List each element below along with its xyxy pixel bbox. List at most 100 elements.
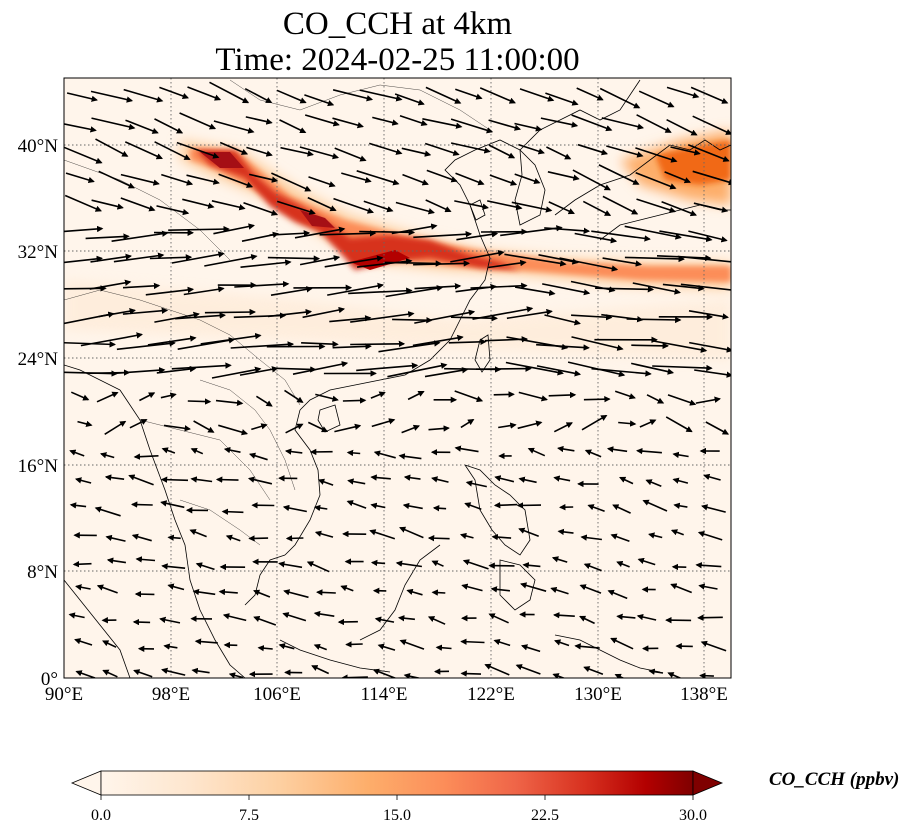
wind-vector [602,257,643,267]
wind-vector [179,112,217,130]
wind-vector [327,282,384,296]
wind-vector [662,283,705,292]
title-line-1: CO_CCH at 4km [282,6,513,42]
wind-vector [270,286,313,296]
wind-vector [518,476,537,484]
wind-vector [283,589,309,599]
wind-vector [186,174,220,185]
wind-vector [123,88,164,103]
wind-vector [401,147,432,157]
wind-vector [75,670,96,678]
wind-vector [90,253,132,263]
wind-vector [414,309,476,324]
wind-vector [460,638,485,645]
lat-tick-label: 16°N [18,456,59,477]
wind-vector [695,396,721,404]
wind-vector [332,343,372,350]
wind-vector [673,502,688,509]
wind-vector [122,282,161,290]
wind-vector [156,205,190,216]
wind-vector [347,478,366,485]
wind-vector [176,141,220,159]
wind-vector [705,421,730,435]
wind-vector [402,502,423,510]
colorbar-tick-label: 22.5 [531,807,559,824]
wind-vector [154,118,184,134]
wind-vector [450,249,505,263]
wind-vector [422,118,463,129]
lat-tick-label: 8°N [27,562,58,583]
wind-vector [204,254,258,267]
wind-vector [546,146,572,160]
wind-vector [635,172,677,190]
wind-vector [342,397,367,404]
wind-vector [559,257,619,272]
wind-vector [239,366,279,376]
wind-vector [139,392,156,402]
wind-vector [435,644,452,651]
lon-tick-label: 122°E [467,684,515,705]
wind-vector [701,504,726,513]
wind-vector [299,146,340,160]
wind-vector [667,672,683,678]
wind-vector [518,391,548,402]
wind-vector [204,308,256,316]
wind-vector [426,169,458,183]
wind-vector [246,146,273,157]
wind-vector [550,586,569,595]
wind-vector [670,583,692,594]
wind-vector [160,500,185,509]
wind-vector [646,394,665,404]
wind-vector [635,147,678,163]
wind-vector [307,421,329,433]
wind-vector [183,286,225,296]
wind-vector [413,260,471,267]
wind-vector [374,616,395,623]
wind-vector [488,613,509,624]
wind-vector [553,612,575,619]
wind-vector [340,585,354,592]
wind-vector [251,423,268,431]
wind-vector [315,393,339,402]
wind-vector [514,122,543,132]
wind-vector [317,478,334,486]
wind-vector [402,173,429,186]
wind-vector [222,613,247,622]
wind-vector [687,144,730,162]
wind-vector [161,173,194,186]
wind-vector [350,340,406,348]
wind-vector [160,392,177,399]
wind-vector [506,308,553,320]
wind-vector [187,398,212,405]
wind-vector [450,314,498,322]
co-plume [64,130,731,360]
wind-vector [694,369,731,378]
lat-tick-label: 40°N [18,136,59,157]
wind-vector [96,391,119,403]
wind-vector [518,527,539,538]
wind-vector [369,142,403,155]
wind-vector [64,123,97,133]
lat-tick-label: 0° [41,669,58,690]
wind-vector [517,420,543,430]
wind-vector [122,307,169,315]
wind-vector [697,614,723,621]
wind-vector [168,225,230,233]
wind-vector [133,669,153,678]
wind-vector [218,588,238,596]
wind-vector [245,116,273,125]
wind-vector [666,118,698,136]
wind-vector [112,366,166,375]
wind-vector [276,200,316,215]
wind-vector [372,668,397,678]
wind-vector [356,170,400,186]
wind-vector [299,255,341,266]
wind-vector [648,668,664,675]
wind-vector [90,90,134,103]
wind-vector [536,343,590,351]
wind-vector [74,477,92,484]
wind-vector [407,390,425,401]
wind-vector [95,138,129,157]
title-line-2: Time: 2024-02-25 11:00:00 [215,42,580,78]
wind-vector [356,362,419,372]
